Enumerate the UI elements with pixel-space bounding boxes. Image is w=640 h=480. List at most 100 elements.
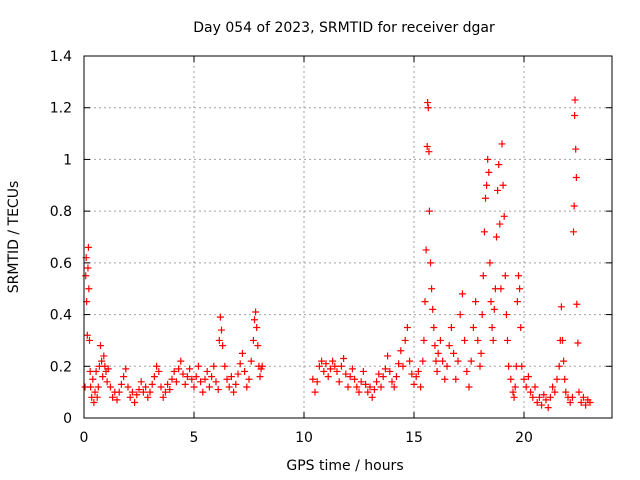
data-point [100,352,108,360]
data-point [122,365,130,373]
data-point [553,375,561,383]
data-point [474,336,482,344]
data-point [429,305,437,313]
data-point [324,373,332,381]
data-points [81,96,594,412]
data-point [511,383,519,391]
data-point [344,383,352,391]
data-point [483,181,491,189]
data-point [381,365,389,373]
data-point [517,324,525,331]
data-point [106,383,114,391]
data-point [179,370,187,378]
chart-title: Day 054 of 2023, SRMTID for receiver dga… [193,20,495,36]
data-point [93,393,101,401]
data-point [561,375,569,383]
data-point [82,272,90,280]
data-point [570,228,577,236]
data-point [434,349,442,357]
data-point [375,370,383,378]
data-point [420,336,428,344]
data-point [571,96,579,104]
data-point [144,393,152,401]
data-point [161,388,169,396]
data-point [197,378,205,386]
data-point [401,336,409,344]
data-point [223,375,231,383]
data-point [359,367,367,375]
data-point [575,388,583,396]
data-point [458,290,466,298]
data-point [572,174,580,182]
data-point [192,373,200,381]
data-point [370,386,378,394]
data-point [309,375,317,383]
data-point [549,383,557,391]
data-point [443,362,451,370]
data-point [403,324,411,331]
y-tick-label: 0.4 [50,308,72,324]
data-point [507,375,515,383]
data-point [109,393,117,401]
data-point [479,272,487,280]
y-tick-label: 0.8 [50,204,72,220]
data-point [373,378,381,386]
data-point [85,285,93,293]
data-point [104,365,112,373]
data-point [422,246,430,254]
data-point [577,398,585,406]
data-point [505,362,513,370]
data-point [384,352,392,360]
data-point [480,228,488,236]
data-point [218,326,225,334]
data-point [340,355,348,363]
data-point [518,362,526,370]
data-point [87,383,95,391]
data-point [540,391,548,399]
data-point [368,393,376,401]
data-point [482,194,489,202]
data-point [478,311,486,319]
grid [84,56,612,418]
data-point [205,383,213,391]
data-point [335,378,343,386]
data-point [362,380,370,388]
data-point [225,383,233,391]
data-point [499,181,507,189]
data-point [90,398,98,406]
data-point [313,378,321,386]
data-point [414,367,422,375]
data-point [247,357,255,365]
data-point [408,370,416,378]
data-point [542,396,550,404]
data-point [181,380,189,388]
data-point [203,367,211,375]
data-point [544,404,552,412]
data-point [424,99,432,107]
data-point [397,347,405,355]
data-point [131,398,139,406]
data-point [172,378,180,386]
data-point [89,375,97,383]
data-point [216,313,224,321]
data-point [329,357,337,365]
data-point [253,324,261,331]
data-point [258,362,266,370]
data-point [153,362,161,370]
data-point [467,357,475,365]
data-point [113,396,121,404]
data-point [120,373,128,381]
data-point [557,303,565,311]
data-point [99,373,107,381]
data-point [230,388,238,396]
data-point [433,367,441,375]
y-tick-label: 0.2 [50,359,72,375]
data-point [582,401,590,409]
y-tick-label: 0 [63,411,72,427]
y-tick-label: 0.6 [50,256,72,272]
data-point [97,342,104,350]
plot-frame [83,55,613,419]
data-point [135,386,143,394]
data-point [148,380,156,388]
data-point [430,324,438,331]
